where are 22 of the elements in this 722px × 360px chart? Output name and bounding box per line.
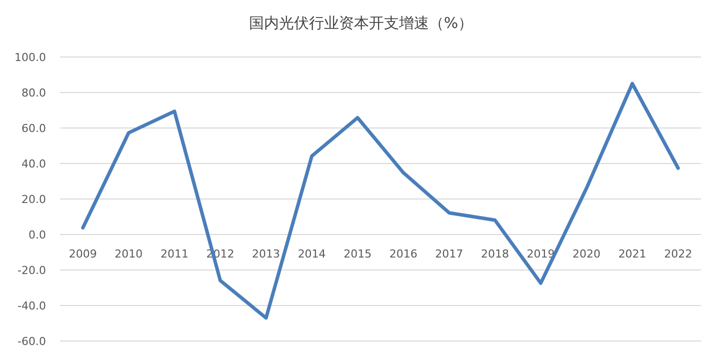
y-tick-label: 60.0 [22, 122, 46, 135]
chart-title: 国内光伏行业资本开支增速（%） [248, 14, 474, 32]
x-tick-label: 2010 [114, 248, 143, 260]
y-tick-label: -20.0 [18, 264, 46, 277]
x-tick-label: 2020 [572, 248, 601, 260]
x-tick-label: 2017 [435, 248, 464, 260]
x-tick-label: 2021 [618, 248, 646, 260]
y-tick-label: 0.0 [28, 228, 46, 242]
y-tick-label: -60.0 [18, 335, 46, 348]
x-tick-label: 2014 [298, 248, 326, 260]
y-tick-label: 40.0 [22, 158, 46, 170]
x-tick-label: 2015 [344, 248, 372, 260]
x-tick-label: 2011 [160, 248, 188, 260]
x-tick-label: 2013 [252, 248, 280, 260]
x-tick-label: 2016 [389, 248, 418, 260]
y-tick-label: 80.0 [22, 86, 46, 100]
x-tick-label: 2009 [68, 248, 97, 260]
x-tick-label: 2018 [480, 248, 509, 260]
y-tick-label: 20.0 [22, 193, 46, 206]
y-tick-label: 100.0 [14, 51, 46, 64]
x-tick-label: 2022 [664, 248, 692, 260]
y-tick-label: -40.0 [18, 300, 46, 312]
